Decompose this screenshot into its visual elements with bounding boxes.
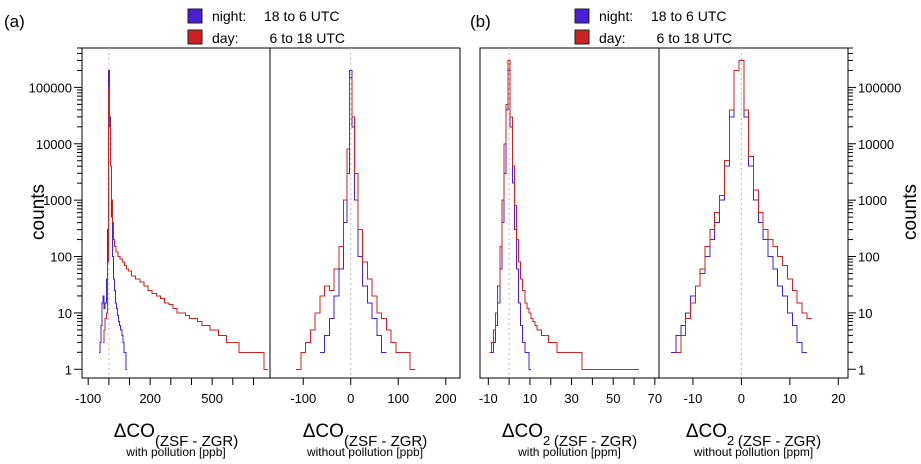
x-axis-subscript: 2: [727, 433, 738, 448]
x-tick-label: -10: [684, 391, 703, 406]
y-axis-label-right: counts: [900, 184, 921, 240]
y-tick-label: 1: [858, 362, 865, 377]
series-day-line: [489, 60, 640, 370]
legend-night-label: night:: [212, 8, 246, 24]
x-tick-label: -10: [479, 391, 498, 406]
y-tick-label: 10: [858, 306, 872, 321]
legend-day-range: 6 to 18 UTC: [254, 30, 345, 46]
x-tick-label: 10: [523, 391, 537, 406]
x-tick-label: 50: [606, 391, 620, 406]
legend-day-label: day:: [599, 30, 625, 46]
y-tick-label: 10000: [36, 137, 72, 152]
series-day-line: [296, 77, 415, 370]
x-axis-sub: (ZSF - ZGR): [554, 433, 637, 450]
x-axis-subscript: 2: [543, 433, 554, 448]
y-tick-label: 100: [50, 250, 72, 265]
x-tick-label: 0: [347, 391, 354, 406]
x-axis-note: without pollution [ppb]: [306, 445, 423, 459]
series-night-line: [671, 60, 807, 353]
legend-b: night: 18 to 6 UTC day: 6 to 18 UTC: [574, 8, 732, 46]
series-night-line: [491, 69, 531, 370]
y-axis-left: 1 10 100 1000 10000 100000: [29, 47, 82, 377]
x-tick-label: 20: [831, 391, 845, 406]
x-tick-label: 100: [387, 391, 409, 406]
x-axis-sub: (ZSF - ZGR): [155, 433, 238, 450]
panel-frame: [658, 47, 849, 379]
legend-day-swatch: [574, 29, 590, 45]
legend-day-swatch: [187, 29, 203, 45]
panel-frame: [479, 47, 660, 379]
panel-frame: [81, 47, 271, 379]
x-axis-note: with pollution [ppm]: [517, 445, 621, 459]
series-night-line: [99, 69, 127, 370]
x-axis-sub: (ZSF - ZGR): [738, 433, 821, 450]
x-tick-label: -100: [290, 391, 316, 406]
legend-night-range: 18 to 6 UTC: [264, 8, 339, 24]
legend-night-label: night:: [599, 8, 633, 24]
legend-day-range: 6 to 18 UTC: [641, 30, 732, 46]
legend-night-range: 18 to 6 UTC: [651, 8, 726, 24]
x-tick-label: 200: [435, 391, 457, 406]
panel-label-b: (b): [470, 12, 491, 31]
series-day-line: [103, 86, 268, 370]
x-axis-sub: (ZSF - ZGR): [344, 433, 427, 450]
y-tick-label: 1: [65, 362, 72, 377]
x-tick-label: 70: [648, 391, 662, 406]
y-axes: 1 10 100 1000 10000 100000 1 10 100 1000 10000 1000…: [29, 47, 901, 377]
y-tick-label: 100: [858, 250, 880, 265]
y-tick-label: 100000: [858, 80, 901, 95]
panel-label-a: (a): [4, 12, 25, 31]
y-tick-label: 10000: [858, 137, 894, 152]
legend-a: night: 18 to 6 UTC day: 6 to 18 UTC: [187, 8, 345, 46]
x-tick-label: -100: [75, 391, 101, 406]
x-tick-label: 10: [783, 391, 797, 406]
y-tick-label: 10: [58, 306, 72, 321]
x-axis-note: without pollution [ppm]: [693, 445, 813, 459]
legend-night-swatch: [187, 8, 203, 24]
y-tick-label: 1000: [43, 193, 72, 208]
x-axis-note: with pollution [ppb]: [125, 445, 225, 459]
y-tick-label: 1000: [858, 193, 887, 208]
x-tick-label: 30: [564, 391, 578, 406]
legend-night-swatch: [574, 8, 590, 24]
series-day-line: [676, 60, 812, 353]
x-tick-label: 0: [738, 391, 745, 406]
y-axis-label-left: counts: [28, 184, 49, 240]
legend-day-label: day:: [212, 30, 238, 46]
x-tick-label: 500: [201, 391, 223, 406]
y-tick-label: 100000: [29, 80, 72, 95]
x-tick-label: 200: [139, 391, 161, 406]
y-axis-right: 1 10 100 1000 10000 100000: [848, 47, 901, 377]
panel-frame: [269, 47, 461, 379]
